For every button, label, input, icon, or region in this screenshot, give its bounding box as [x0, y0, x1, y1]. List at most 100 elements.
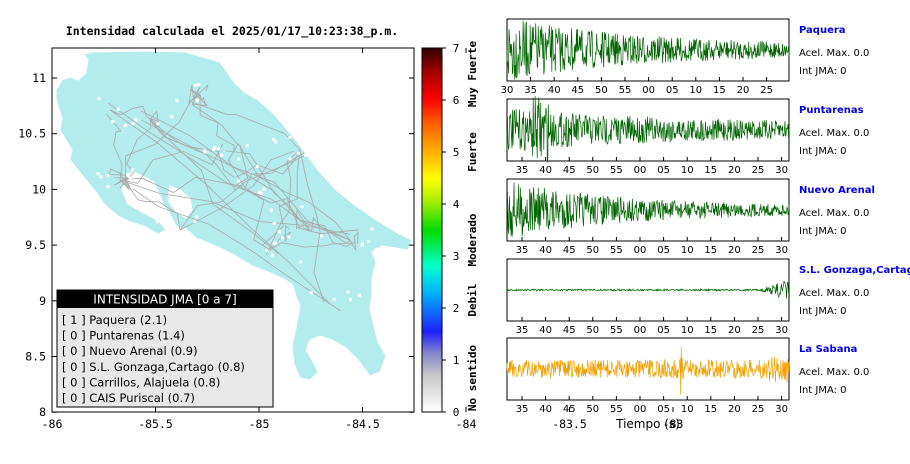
road-segment — [235, 145, 271, 251]
road-segment — [191, 101, 301, 151]
road-segment — [269, 242, 352, 251]
station-name: La Sabana — [799, 344, 857, 355]
town-marker — [131, 168, 135, 172]
town-marker — [193, 83, 197, 87]
seismogram-panel: 35 40 45 50 55 00 05 10 15 20 25 30 S.L. Gonzaga,Car… — [506, 258, 910, 336]
road-segment — [109, 109, 331, 305]
road-segment — [302, 216, 351, 244]
road-network — [106, 84, 359, 312]
map-x-axis: -86 -85.5 -85 -84.5 -84 -83.5 -83 — [42, 48, 683, 431]
legend-item: [ 0 ] Carrillos, Alajuela (0.8) — [62, 375, 220, 389]
station-peak-accel: Acel. Max. 0.0 — [799, 48, 869, 59]
town-marker — [131, 122, 135, 125]
town-marker — [280, 236, 284, 240]
map-frame — [51, 47, 415, 413]
station-name: Nuevo Arenal — [799, 185, 875, 196]
legend-items: [ 1 ] Paquera (2.1) [ 0 ] Puntarenas (1.4… — [62, 313, 245, 405]
seismogram-panels: 30 35 40 45 50 55 00 05 10 15 20 25 Paquera Acel. Max… — [501, 18, 910, 415]
town-marker — [195, 99, 199, 103]
seismogram-tick-label: 50 — [586, 404, 599, 415]
town-marker — [111, 120, 115, 124]
station-peak-accel: Acel. Max. 0.0 — [799, 208, 869, 219]
road-segment — [149, 119, 235, 178]
intensity-colorbar: 7 6 5 4 3 2 1 0 Muy Fuerte Fuerte Moderado Debil No… — [421, 41, 479, 419]
town-marker — [298, 260, 302, 264]
town-marker — [106, 174, 110, 178]
town-marker — [194, 241, 198, 245]
seismogram-trace — [506, 182, 790, 238]
town-marker — [212, 148, 216, 152]
map-y-tick-label: 11 — [32, 71, 46, 85]
seismogram-tick-label: 40 — [539, 325, 552, 336]
seismogram-tick-label: 05 — [657, 245, 670, 256]
map-x-tick-label: -84 — [456, 417, 477, 431]
legend-item: [ 0 ] Puntarenas (1.4) — [62, 329, 185, 343]
seismogram-tick-label: 50 — [586, 245, 599, 256]
town-marker — [332, 298, 336, 301]
seismogram-tick-label: 35 — [516, 165, 529, 176]
seismogram-tick-label: 30 — [775, 325, 788, 336]
seismogram-tick-label: 45 — [563, 404, 576, 415]
town-marker — [175, 99, 179, 102]
seismogram-panel: 30 35 40 45 50 55 00 05 10 15 20 25 Paquera Acel. Max… — [501, 18, 869, 96]
town-marker — [245, 144, 249, 148]
town-marker — [213, 145, 217, 149]
colorbar-category-labels: Muy Fuerte Fuerte Moderado Debil No sentido — [466, 41, 479, 412]
station-name: Paquera — [799, 25, 846, 36]
road-segment — [179, 155, 304, 231]
seismogram-tick-label: 25 — [752, 165, 765, 176]
town-marker — [203, 150, 207, 154]
town-marker — [262, 187, 266, 191]
town-marker — [296, 151, 300, 155]
town-marker — [156, 220, 160, 224]
road-segment — [119, 179, 341, 312]
seismogram-tick-label: 45 — [563, 165, 576, 176]
seismogram-tick-label: 10 — [681, 404, 694, 415]
town-marker — [197, 83, 201, 86]
road-segment — [188, 84, 209, 104]
road-segment — [108, 168, 130, 191]
seismogram-tick-label: 10 — [681, 325, 694, 336]
seismogram-tick-label: 30 — [775, 245, 788, 256]
seismogram-tick-label: 25 — [752, 404, 765, 415]
map-x-tick-label: -85 — [249, 417, 270, 431]
town-marker — [97, 97, 101, 101]
town-marker — [370, 227, 374, 231]
seismogram-trace — [506, 96, 790, 164]
colorbar-tick-label: 3 — [453, 250, 460, 263]
road-segment — [149, 110, 160, 128]
map-x-tick-label: -85.5 — [138, 417, 173, 431]
colorbar-tick-label: 6 — [453, 94, 460, 107]
seismogram-tick-label: 20 — [728, 404, 741, 415]
station-jma-intensity: Int JMA: 0 — [799, 306, 847, 317]
town-marker — [96, 172, 100, 176]
seismogram-tick-label: 00 — [642, 85, 655, 96]
road-segment — [149, 119, 237, 192]
road-segment — [225, 150, 301, 221]
map-y-tick-label: 9 — [39, 294, 46, 308]
map-x-tick-label: -86 — [42, 417, 63, 431]
town-marker — [367, 239, 371, 243]
colorbar-tick-label: 0 — [453, 406, 460, 419]
map-y-tick-label: 9.5 — [25, 238, 46, 252]
seismogram-tick-label: 05 — [666, 85, 679, 96]
town-marker — [195, 215, 199, 219]
seismogram-tick-label: 45 — [563, 245, 576, 256]
town-marker — [277, 230, 281, 233]
town-markers — [96, 83, 378, 301]
seismogram-tick-label: 40 — [539, 165, 552, 176]
seismogram-tick-label: 55 — [610, 325, 623, 336]
road-segment — [262, 149, 301, 246]
station-peak-accel: Acel. Max. 0.0 — [799, 128, 869, 139]
town-marker — [203, 243, 207, 247]
town-marker — [134, 118, 138, 122]
seismogram-tick-label: 50 — [586, 325, 599, 336]
seismogram-tick-label: 25 — [760, 85, 773, 96]
seismogram-tick-label: 45 — [571, 85, 584, 96]
seismogram-tick-label: 00 — [634, 245, 647, 256]
colorbar-category-label: Debil — [466, 283, 479, 316]
legend-box — [56, 289, 274, 408]
map-y-tick-label: 10.5 — [18, 127, 46, 141]
seismogram-trace — [506, 347, 790, 395]
town-marker — [184, 228, 187, 232]
